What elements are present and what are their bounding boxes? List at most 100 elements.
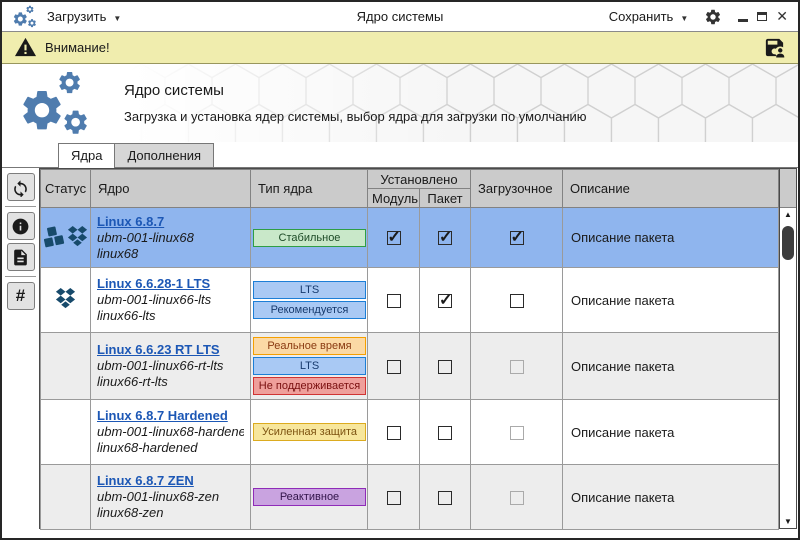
status-cell xyxy=(40,207,91,268)
hash-icon xyxy=(16,286,25,306)
bootable-checkbox[interactable] xyxy=(509,227,524,247)
page-header: Ядро системы Загрузка и установка ядер с… xyxy=(2,64,798,142)
kernel-link[interactable]: Linux 6.6.28-1 LTS xyxy=(97,276,211,291)
info-icon xyxy=(11,217,30,236)
package-checkbox[interactable] xyxy=(438,227,452,247)
package-checkbox[interactable] xyxy=(438,290,452,310)
kernel-table: Статус Ядро Тип ядра Установлено Загрузо… xyxy=(39,168,797,530)
description-cell: Описание пакета xyxy=(562,464,779,530)
settings-gear-icon[interactable] xyxy=(704,8,722,26)
refresh-icon xyxy=(11,178,30,197)
col-header-type: Тип ядра xyxy=(250,169,368,208)
col-header-package: Пакет xyxy=(418,188,472,208)
kernel-short-name: linux68 xyxy=(97,245,139,261)
bootable-checkbox[interactable] xyxy=(509,293,524,308)
package-checkbox[interactable] xyxy=(438,425,452,440)
hexagon-fade-overlay xyxy=(2,64,798,142)
hash-button[interactable] xyxy=(6,282,35,310)
chevron-down-icon xyxy=(680,9,688,24)
kernel-short-name: linux66-lts xyxy=(97,308,156,323)
save-dropdown-button[interactable]: Сохранить xyxy=(609,9,689,24)
table-row[interactable]: Linux 6.6.28-1 LTS ubm-001-linux66-lts l… xyxy=(40,267,779,333)
tab-addons[interactable]: Дополнения xyxy=(114,143,215,167)
status-cell xyxy=(40,399,91,465)
save-dropdown-label: Сохранить xyxy=(608,9,674,24)
kernel-link[interactable]: Linux 6.6.23 RT LTS xyxy=(97,342,220,357)
kernel-short-name: linux66-rt-lts xyxy=(97,374,168,389)
toolbar-divider xyxy=(5,276,36,277)
status-cell xyxy=(40,464,91,530)
packages-icon xyxy=(42,225,65,248)
kernel-link[interactable]: Linux 6.8.7 ZEN xyxy=(97,473,194,488)
warning-bar: Внимание! xyxy=(2,32,798,64)
deploy-box-icon xyxy=(54,287,77,310)
info-button[interactable] xyxy=(6,212,35,240)
warning-triangle-icon xyxy=(14,37,37,57)
table-row[interactable]: Linux 6.6.23 RT LTS ubm-001-linux66-rt-l… xyxy=(40,332,779,400)
window-title: Ядро системы xyxy=(356,9,444,24)
side-toolbar xyxy=(2,168,39,313)
vertical-scrollbar[interactable] xyxy=(779,169,796,528)
kernel-package-name: ubm-001-linux68-hardened xyxy=(97,424,244,439)
table-row[interactable]: Linux 6.8.7 ZEN ubm-001-linux68-zen linu… xyxy=(40,464,779,530)
load-dropdown-button[interactable]: Загрузить xyxy=(47,9,121,24)
kernel-type-badge: LTS xyxy=(253,357,366,375)
refresh-button[interactable] xyxy=(6,173,35,201)
scrollbar-thumb[interactable] xyxy=(782,226,794,260)
kernel-link[interactable]: Linux 6.8.7 xyxy=(97,213,165,229)
description-cell: Описание пакета xyxy=(562,399,779,465)
kernel-type-badge: LTS xyxy=(253,281,366,299)
kernel-gears-icon xyxy=(18,67,90,139)
deploy-box-icon xyxy=(66,225,89,248)
scroll-down-arrow-icon[interactable] xyxy=(780,515,796,528)
table-row[interactable]: Linux 6.8.7 Hardened ubm-001-linux68-har… xyxy=(40,399,779,465)
kernel-link[interactable]: Linux 6.8.7 Hardened xyxy=(97,408,228,423)
kernel-package-name: ubm-001-linux68-zen xyxy=(97,489,220,504)
status-cell xyxy=(40,332,91,400)
title-bar: Загрузить Ядро системы Сохранить xyxy=(2,2,798,32)
document-button[interactable] xyxy=(6,243,35,271)
module-checkbox[interactable] xyxy=(386,293,401,308)
kernel-type-badge: Рекомендуется xyxy=(253,301,366,319)
save-report-icon[interactable] xyxy=(763,36,786,59)
module-checkbox[interactable] xyxy=(386,490,401,505)
kernel-short-name: linux68-hardened xyxy=(97,440,198,455)
toolbar-divider xyxy=(5,206,36,207)
bootable-checkbox[interactable] xyxy=(509,359,524,374)
kernel-type-badge: Не поддерживается xyxy=(253,377,366,395)
kernel-type-badge: Стабильное xyxy=(253,228,366,247)
module-checkbox[interactable] xyxy=(386,227,401,247)
tab-strip: Ядра Дополнения xyxy=(2,142,798,168)
status-cell xyxy=(40,267,91,333)
col-header-bootable: Загрузочное xyxy=(470,169,564,208)
warning-label: Внимание! xyxy=(45,40,110,55)
tab-kernels[interactable]: Ядра xyxy=(58,143,116,168)
description-cell: Описание пакета xyxy=(562,267,779,333)
close-button[interactable] xyxy=(776,8,788,26)
package-checkbox[interactable] xyxy=(438,359,452,374)
description-cell: Описание пакета xyxy=(562,207,779,268)
table-row[interactable]: Linux 6.8.7 ubm-001-linux68 linux68 Стаб… xyxy=(40,207,779,268)
col-header-description: Описание xyxy=(562,169,779,208)
load-dropdown-label: Загрузить xyxy=(47,9,107,24)
scrollbar-track[interactable] xyxy=(780,221,796,515)
bootable-checkbox[interactable] xyxy=(509,425,524,440)
col-header-status: Статус xyxy=(40,169,91,208)
module-checkbox[interactable] xyxy=(386,425,401,440)
kernel-type-badge: Реактивное xyxy=(253,488,366,506)
scrollbar-header-cap xyxy=(780,169,796,208)
document-icon xyxy=(11,248,30,267)
page-title: Ядро системы xyxy=(124,82,224,99)
minimize-button[interactable] xyxy=(738,18,749,22)
page-subtitle: Загрузка и установка ядер системы, выбор… xyxy=(124,109,587,124)
scroll-up-arrow-icon[interactable] xyxy=(780,208,796,221)
col-header-kernel: Ядро xyxy=(90,169,251,208)
package-checkbox[interactable] xyxy=(438,490,452,505)
maximize-button[interactable] xyxy=(757,12,768,21)
kernel-type-badge: Усиленная защита xyxy=(253,423,366,441)
col-header-module: Модуль xyxy=(367,188,420,208)
bootable-checkbox[interactable] xyxy=(509,490,524,505)
kernel-short-name: linux68-zen xyxy=(97,505,164,520)
module-checkbox[interactable] xyxy=(386,359,401,374)
